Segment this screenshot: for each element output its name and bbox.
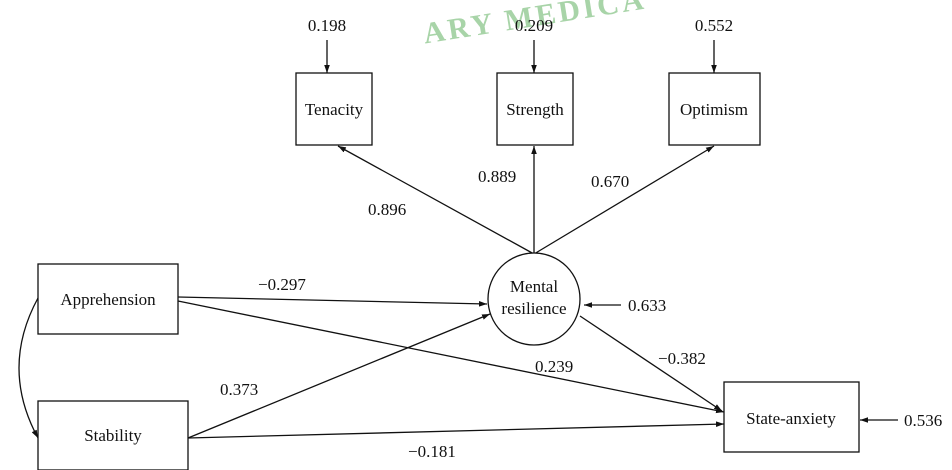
error-value-state-anxiety: 0.536 [904,411,942,430]
node-stability: Stability [37,400,189,470]
coef-mr-to-strength: 0.889 [478,167,516,186]
error-value-tenacity: 0.198 [308,16,346,35]
node-state-anxiety-box [723,381,860,453]
node-state-anxiety: State-anxiety [723,381,860,453]
error-value-optimism: 0.552 [695,16,733,35]
node-tenacity-label: Tenacity [305,100,364,119]
node-mental-resilience-label-line1: Mental [510,277,558,296]
node-optimism-label: Optimism [680,100,748,119]
path-stability-to-mr [187,313,491,439]
node-strength-box [496,72,574,146]
covariance-apprehension-stability [18,289,45,439]
path-apprehension-to-state-anxiety [177,300,725,414]
node-optimism: Optimism [668,72,761,146]
node-state-anxiety-label: State-anxiety [746,409,836,428]
node-stability-box [37,400,189,470]
node-strength: Strength [496,72,574,146]
path-mr-to-state-anxiety [579,315,723,412]
path-mr-to-tenacity [337,145,535,255]
coef-apprehension-to-state-anxiety: 0.239 [535,357,573,376]
node-tenacity: Tenacity [295,72,373,146]
path-mr-to-optimism [533,145,715,255]
coef-stability-to-mr: 0.373 [220,380,258,399]
error-value-mental-resilience: 0.633 [628,296,666,315]
coef-mr-to-optimism: 0.670 [591,172,629,191]
node-stability-label: Stability [84,426,142,445]
node-mental-resilience: Mental resilience [487,252,581,346]
node-apprehension-box [37,263,179,335]
node-mental-resilience-circle [487,252,581,346]
path-apprehension-to-mr [177,296,488,307]
coef-stability-to-state-anxiety: −0.181 [408,442,456,461]
node-apprehension-label: Apprehension [60,290,156,309]
node-tenacity-box [295,72,373,146]
node-optimism-box [668,72,761,146]
node-apprehension: Apprehension [37,263,179,335]
node-strength-label: Strength [506,100,564,119]
coef-apprehension-to-mr: −0.297 [258,275,306,294]
coef-mr-to-tenacity: 0.896 [368,200,406,219]
node-mental-resilience-label-line2: resilience [501,299,566,318]
error-value-strength: 0.209 [515,16,553,35]
path-stability-to-state-anxiety [187,421,725,439]
coef-mr-to-state-anxiety: −0.382 [658,349,706,368]
